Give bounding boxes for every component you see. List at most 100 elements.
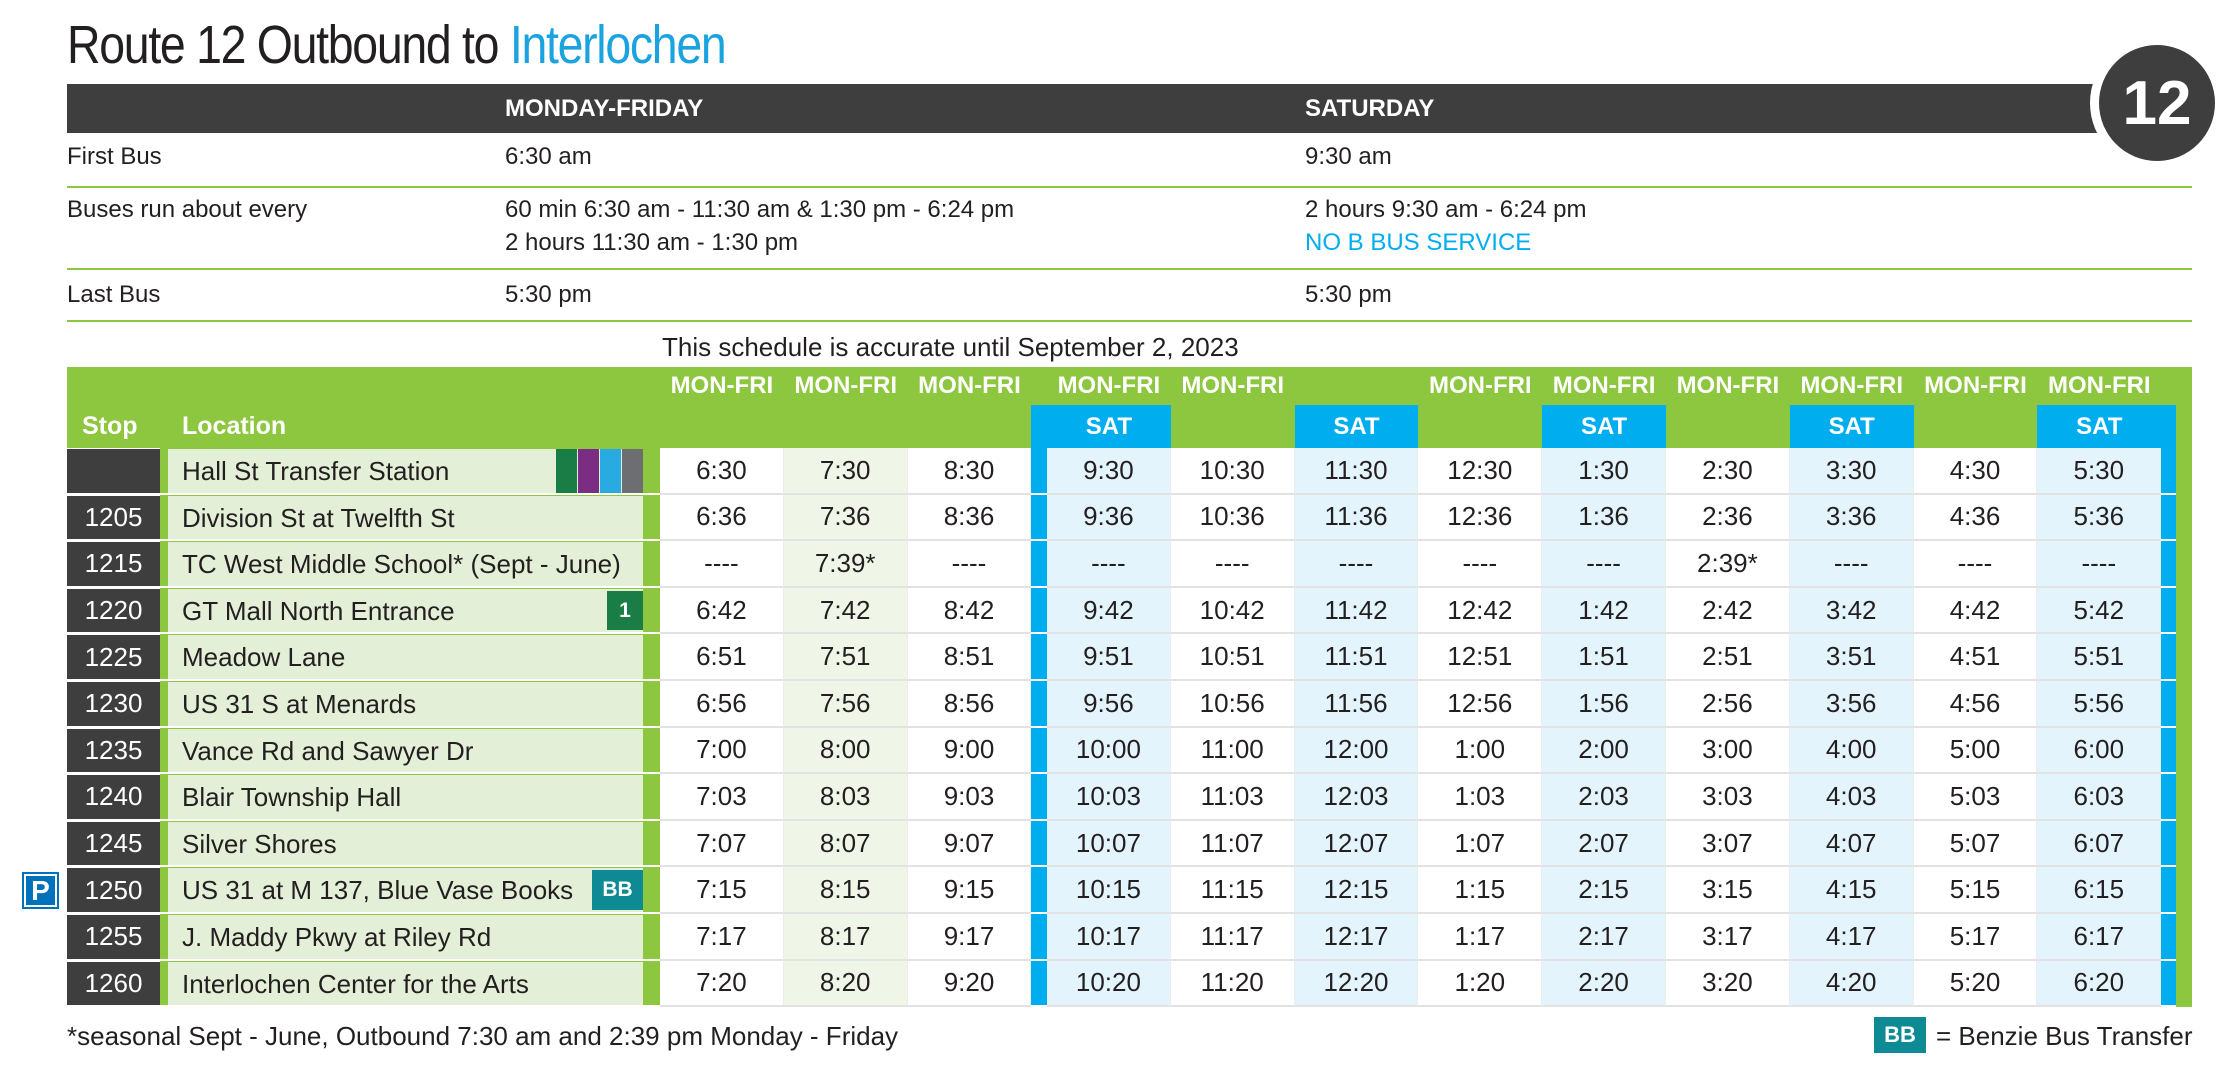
stop-number: 1220: [84, 595, 143, 626]
time-cell: 12:30: [1418, 448, 1543, 495]
stop-cell: [67, 821, 160, 866]
time-cell: 8:51: [907, 634, 1032, 681]
saturday-bar-right: [2161, 405, 2176, 1008]
time-cell: 5:42: [2037, 587, 2162, 635]
time-cell: 8:20: [783, 960, 908, 1008]
time-cell: 4:51: [1913, 634, 2038, 681]
trip-weekday-header: MON-FRI: [2047, 372, 2151, 399]
summary-divider: [67, 186, 2192, 188]
time-cell: 5:20: [1913, 960, 2038, 1008]
route-swatch: [578, 449, 599, 493]
time-cell: 9:00: [907, 727, 1032, 775]
time-cell: 1:42: [1542, 587, 1666, 635]
location-cell: [168, 728, 643, 773]
summary-saturday: 9:30 am: [1305, 143, 1392, 170]
time-cell: 10:00: [1047, 727, 1171, 775]
time-cell: ----: [1170, 541, 1295, 588]
time-cell: 6:15: [2037, 867, 2162, 914]
time-cell: ----: [1418, 541, 1543, 588]
time-cell: 1:00: [1418, 727, 1543, 775]
time-cell: 7:36: [783, 494, 908, 542]
stop-cell: [67, 588, 160, 633]
time-cell: 12:20: [1294, 960, 1419, 1008]
trip-weekday-header: MON-FRI: [1552, 372, 1656, 399]
stop-number: 1260: [84, 967, 143, 998]
saturday-bar-left: [1031, 405, 1047, 1008]
time-cell: 9:56: [1047, 681, 1171, 728]
time-cell: 2:36: [1666, 494, 1790, 542]
summary-label: First Bus: [67, 143, 162, 170]
parking-icon: P: [22, 872, 59, 910]
time-cell: 5:03: [1913, 774, 2038, 821]
stop-cell: [67, 961, 160, 1006]
time-cell: 3:42: [1789, 587, 1914, 635]
time-cell: 8:17: [783, 914, 908, 961]
time-cell: 7:42: [783, 587, 908, 635]
time-cell: 2:00: [1542, 727, 1666, 775]
time-cell: 12:00: [1294, 727, 1419, 775]
time-cell: 4:15: [1789, 867, 1914, 914]
time-cell: 6:07: [2037, 820, 2162, 868]
stop-cell: [67, 635, 160, 679]
trip-weekday-header: MON-FRI: [1181, 372, 1285, 399]
footnote: *seasonal Sept - June, Outbound 7:30 am …: [67, 1021, 899, 1051]
time-cell: 1:51: [1542, 634, 1666, 681]
time-cell: 3:20: [1666, 960, 1790, 1008]
location-cell: [168, 915, 643, 959]
time-cell: ----: [1047, 541, 1171, 588]
time-cell: 7:56: [783, 681, 908, 728]
trip-weekday-header: MON-FRI: [1800, 372, 1904, 399]
time-cell: 11:15: [1170, 867, 1295, 914]
notice: This schedule is accurate until Septembe…: [662, 332, 1239, 362]
time-cell: 11:07: [1170, 820, 1295, 868]
time-cell: 6:30: [660, 448, 784, 495]
time-cell: 2:07: [1542, 820, 1666, 868]
location-name: Vance Rd and Sawyer Dr: [182, 735, 474, 766]
location-cell: [168, 682, 643, 726]
stop-cell: [67, 682, 160, 726]
stop-cell: [67, 728, 160, 773]
time-cell: 3:07: [1666, 820, 1790, 868]
time-cell: 5:51: [2037, 634, 2162, 681]
location-name: Meadow Lane: [182, 642, 346, 673]
time-cell: 1:17: [1418, 914, 1543, 961]
time-cell: ----: [1913, 541, 2038, 588]
time-cell: 4:07: [1789, 820, 1914, 868]
time-cell: 8:15: [783, 867, 908, 914]
time-cell: ----: [660, 541, 784, 588]
summary-saturday: 2 hours 9:30 am - 6:24 pm: [1305, 196, 1587, 223]
time-cell: ----: [1542, 541, 1666, 588]
time-cell: 5:00: [1913, 727, 2038, 775]
time-cell: 4:36: [1913, 494, 2038, 542]
time-cell: 4:03: [1789, 774, 1914, 821]
time-cell: 1:07: [1418, 820, 1543, 868]
summary-weekday: 6:30 am: [505, 143, 592, 170]
summary-label: Buses run about every: [67, 196, 308, 223]
time-cell: 12:56: [1418, 681, 1543, 728]
time-cell: 11:00: [1170, 727, 1295, 775]
time-cell: 10:42: [1170, 587, 1295, 635]
time-cell: 6:51: [660, 634, 784, 681]
time-cell: 10:30: [1170, 448, 1295, 495]
stop-number: 1250: [84, 874, 143, 905]
location-cell: [168, 588, 643, 633]
time-cell: 3:36: [1789, 494, 1914, 542]
route-badge: 12: [2099, 45, 2215, 161]
location-name: Silver Shores: [182, 828, 337, 859]
location-cell: [168, 635, 643, 679]
time-cell: 6:20: [2037, 960, 2162, 1008]
time-cell: 6:56: [660, 681, 784, 728]
stop-cell: [67, 775, 160, 819]
summary-saturday: 5:30 pm: [1305, 281, 1392, 308]
time-cell: 12:03: [1294, 774, 1419, 821]
summary-column-header: MONDAY-FRIDAY: [505, 95, 704, 122]
summary-column-header: SATURDAY: [1305, 95, 1435, 122]
legend-text: = Benzie Bus Transfer: [1936, 1021, 2193, 1051]
time-cell: 8:42: [907, 587, 1032, 635]
time-cell: 4:30: [1913, 448, 2038, 495]
time-cell: 9:17: [907, 914, 1032, 961]
time-cell: 10:51: [1170, 634, 1295, 681]
summary-weekday: 2 hours 11:30 am - 1:30 pm: [505, 229, 799, 256]
trip-weekday-header: MON-FRI: [1428, 372, 1532, 399]
time-cell: 11:17: [1170, 914, 1295, 961]
